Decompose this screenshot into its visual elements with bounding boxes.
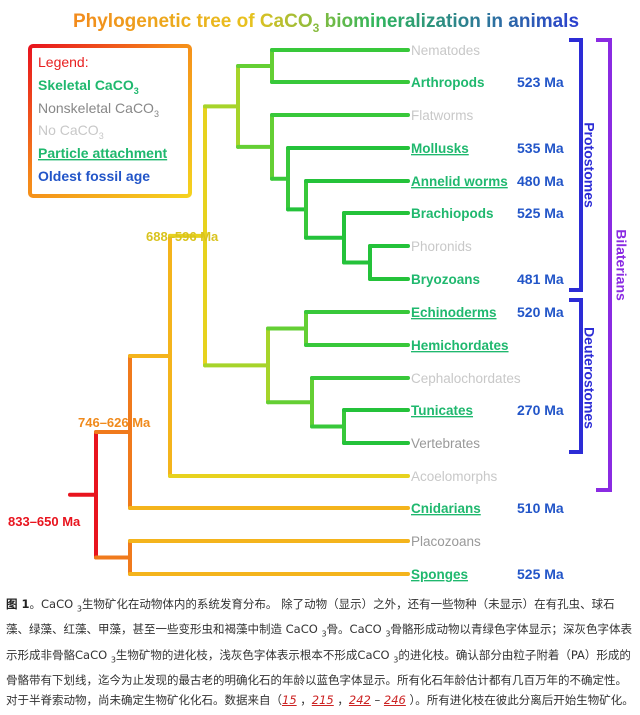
deuterostomes-label: Deuterostomes — [581, 327, 597, 429]
legend-skeletal: Skeletal CaCO3 — [38, 77, 139, 96]
taxon-label-vertebrates: Vertebrates — [411, 436, 480, 451]
fossil-age-cnidarians: 510 Ma — [517, 500, 564, 516]
caption-subscript: 3 — [393, 654, 399, 664]
caption-text: ）。所有进化枝在彼此分离后开始生物矿化。 — [405, 692, 634, 707]
taxon-label-sponges: Sponges — [411, 567, 468, 582]
caption-reference-link[interactable]: 242 — [348, 692, 371, 707]
node-age-root: 833–650 Ma — [8, 514, 81, 529]
caption-text: 生物矿物的进化枝，浅灰色字体表示根本不形成CaCO — [115, 647, 394, 662]
taxon-labels: Nematodes Arthropods 523 Ma Flatworms Mollus… — [411, 43, 564, 582]
taxon-label-mollusks: Mollusks — [411, 141, 469, 156]
taxon-label-cnidarians: Cnidarians — [411, 501, 481, 516]
fossil-age-arthropods: 523 Ma — [517, 74, 564, 90]
bilaterians-bracket — [596, 38, 612, 492]
legend-oldest-fossil: Oldest fossil age — [38, 168, 150, 184]
taxon-label-tunicates: Tunicates — [411, 403, 473, 418]
caption-figure-number: 图 1 — [6, 597, 30, 611]
taxon-label-arthropods: Arthropods — [411, 75, 485, 90]
caption-reference-link[interactable]: 246 — [383, 692, 406, 707]
caption-subscript: 3 — [110, 654, 116, 664]
caption-text: 。CaCO — [29, 597, 77, 611]
taxon-label-bryozoans: Bryozoans — [411, 272, 480, 287]
caption-text: – — [370, 692, 384, 707]
taxon-label-acoelomorphs: Acoelomorphs — [411, 469, 498, 484]
taxon-label-cephalochordates: Cephalochordates — [411, 371, 521, 386]
taxon-label-nematodes: Nematodes — [411, 43, 480, 58]
phylogenetic-tree-figure: Phylogenetic tree of CaCO3 biomineraliza… — [8, 11, 629, 582]
fossil-age-annelid-worms: 480 Ma — [517, 173, 564, 189]
caption-text: ， — [296, 692, 312, 707]
caption-text: 生物矿化在动物体内的系统发育分布。 除了动物（显示）之外，还有一些物种（未显示）… — [6, 597, 615, 637]
deuterostomes-bracket — [569, 298, 583, 454]
legend-none: No CaCO3 — [38, 122, 104, 141]
legend-particle-attachment: Particle attachment — [38, 145, 167, 161]
caption-subscript: 3 — [321, 629, 327, 639]
legend: Legend: Skeletal CaCO3 Nonskeletal CaCO3… — [28, 44, 192, 198]
caption-text: 的进化枝。确认部分由粒子附着（PA）形成的骨骼带有下划线，迄今为止发现的最古老的… — [6, 647, 631, 707]
protostomes-bracket — [569, 38, 583, 292]
fossil-age-echinoderms: 520 Ma — [517, 304, 564, 320]
fossil-age-mollusks: 535 Ma — [517, 140, 564, 156]
fossil-age-tunicates: 270 Ma — [517, 402, 564, 418]
node-age-mid: 746–626 Ma — [78, 415, 151, 430]
fossil-age-sponges: 525 Ma — [517, 566, 564, 582]
bilaterians-label: Bilaterians — [613, 229, 629, 301]
taxon-label-placozoans: Placozoans — [411, 534, 481, 549]
protostomes-label: Protostomes — [581, 122, 597, 208]
fossil-age-brachiopods: 525 Ma — [517, 205, 564, 221]
caption-reference-link[interactable]: 15 — [282, 692, 297, 707]
taxon-label-annelid-worms: Annelid worms — [411, 174, 508, 189]
node-age-bilaterian: 688–596 Ma — [146, 229, 219, 244]
caption-subscript: 3 — [385, 629, 391, 639]
fossil-age-bryozoans: 481 Ma — [517, 271, 564, 287]
legend-nonskeletal: Nonskeletal CaCO3 — [38, 100, 159, 119]
caption-text: 骨骼形成动物以青绿色字体显示；深灰色字体表示形成非骨骼CaCO — [6, 622, 632, 662]
caption-text: 骨。CaCO — [326, 622, 386, 637]
taxon-label-phoronids: Phoronids — [411, 239, 472, 254]
figure-caption: 图 1。CaCO 3生物矿化在动物体内的系统发育分布。 除了动物（显示）之外，还… — [6, 594, 634, 712]
taxon-label-hemichordates: Hemichordates — [411, 338, 509, 353]
taxon-label-brachiopods: Brachiopods — [411, 206, 494, 221]
caption-subscript: 3 — [76, 604, 82, 614]
caption-reference-link[interactable]: 215 — [311, 692, 334, 707]
legend-heading: Legend: — [38, 54, 89, 70]
caption-text: ， — [333, 692, 349, 707]
taxon-label-echinoderms: Echinoderms — [411, 305, 497, 320]
taxon-label-flatworms: Flatworms — [411, 108, 474, 123]
figure-title: Phylogenetic tree of CaCO3 biomineraliza… — [73, 11, 579, 35]
tree-branches — [68, 48, 410, 576]
